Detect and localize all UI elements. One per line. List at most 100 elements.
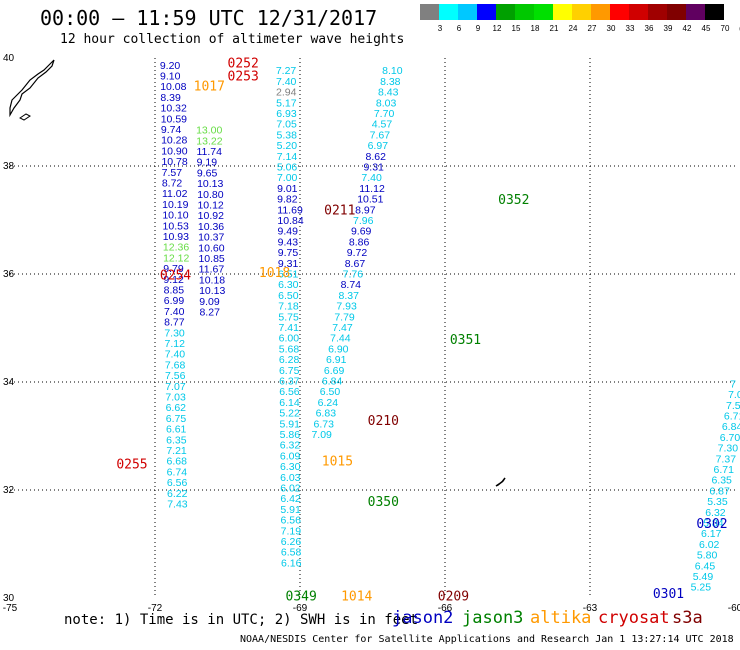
bermuda-island [495,477,506,487]
lon-tick-label: -75 [3,603,18,614]
scale-label: 15 [511,24,521,33]
lon-tick-label: -60 [728,603,740,614]
swh-value: 6.97 [368,140,389,152]
scale-label: 12 [492,24,502,33]
swh-value: 6.75 [279,365,300,377]
swh-value: 10.08 [160,81,186,93]
swh-value: 10.19 [162,199,188,211]
swh-value: 6.30 [278,279,299,291]
swh-value: 11.69 [277,204,303,216]
pass-time-label: 0301 [653,587,684,602]
swh-value: 13.00 [196,125,222,137]
swh-value: 12.12 [163,252,189,264]
swh-value: 5.49 [693,571,714,583]
scale-label: 3 [437,24,443,33]
swh-value: 7.96 [353,215,374,227]
pass-time-label: 0302 [696,517,727,532]
pass-time-label: 0254 [160,268,191,283]
swh-value: 10.28 [161,135,187,147]
swh-value: 7.0 [728,389,740,401]
pass-time-label: 0255 [116,457,147,472]
swh-value: 5.84 [703,518,724,530]
scale-label: 21 [549,24,559,33]
swh-value: 10.59 [161,113,187,125]
swh-value: 10.37 [198,232,224,244]
pass-time-label: 0210 [368,414,399,429]
swh-value: 6.50 [278,290,299,302]
swh-value: 9.79 [163,263,184,275]
legend-jason3: jason3 [462,608,524,628]
coastline [19,113,31,121]
swh-value: 9.19 [197,157,218,169]
swh-value: 6.16 [281,557,302,569]
swh-value: 9.43 [278,236,299,248]
map-title: 00:00 – 11:59 UTC 12/31/2017 [40,6,378,30]
swh-value: 8.74 [341,279,362,291]
swh-value: 9.31 [278,258,299,270]
swh-value: 6.02 [280,483,301,495]
swh-value: 6.14 [279,397,300,409]
swh-value: 10.85 [198,253,224,265]
swh-value: 6.22 [167,488,188,500]
scale-label: 30 [606,24,616,33]
swh-value: 8.10 [382,65,403,77]
swh-value: 6.75 [166,413,187,425]
swh-value: 7.40 [276,76,297,88]
scale-label: 6 [456,24,462,33]
swh-value: 6.35 [166,434,187,446]
swh-value: 5.20 [277,140,298,152]
lat-tick-label: 34 [3,377,15,388]
swh-value: 6.70 [720,432,740,444]
swh-value: 7.43 [167,499,188,511]
swh-value: 7.00 [277,172,298,184]
swh-value: 5.75 [278,311,299,323]
swh-value: 6.87 [709,485,730,497]
scale-label: 24 [568,24,578,33]
swh-value: 6.74 [167,466,188,478]
swh-value: 8.97 [355,204,376,216]
swh-value: 7.40 [361,172,382,184]
scale-label: 39 [663,24,673,33]
scale-swatch [629,4,648,20]
pass-time-label: 1018 [259,266,290,281]
swh-value: 8.72 [162,178,183,190]
swh-value: 9.20 [160,60,181,72]
scale-swatch [686,4,705,20]
swh-value: 6.69 [324,365,345,377]
swh-value: 13.22 [196,135,222,147]
pass-time-label: 0252 [228,57,259,72]
scale-swatch [458,4,477,20]
swh-value: 6.56 [281,515,302,527]
legend-cryosat: cryosat [598,608,670,628]
swh-value: 6.35 [711,475,732,487]
swh-value: 10.93 [163,231,189,243]
swh-value: 5.86 [280,429,301,441]
swh-value: 7.30 [164,327,185,339]
swh-value: 9.74 [161,124,182,136]
lat-tick-label: 38 [3,161,15,172]
swh-value: 6.42 [280,493,301,505]
swh-value: 5.68 [279,343,300,355]
swh-value: 7.93 [336,301,357,313]
swh-value: 12.36 [163,242,189,254]
swh-value: 6.45 [695,560,716,572]
swh-value: 7.76 [343,269,364,281]
lat-tick-label: 30 [3,593,15,604]
scale-label: 42 [682,24,692,33]
swh-value: 6.90 [328,343,349,355]
swh-value: 6.61 [166,424,187,436]
swh-value: 6.51 [278,269,299,281]
swh-value: 5.25 [691,582,712,594]
scale-label: 45 [701,24,711,33]
swh-value: 6.93 [276,108,297,120]
swh-value: 5.35 [707,496,728,508]
swh-value: 8.62 [366,151,387,163]
lat-tick-label: 40 [3,53,15,64]
swh-value: 9.82 [277,194,298,206]
swh-value: 10.53 [163,220,189,232]
swh-value: 6.30 [280,461,301,473]
swh-value: 8.38 [380,76,401,88]
pass-time-label: 0209 [438,590,469,605]
lon-tick-label: -66 [438,603,453,614]
swh-value: 11.67 [199,264,225,276]
